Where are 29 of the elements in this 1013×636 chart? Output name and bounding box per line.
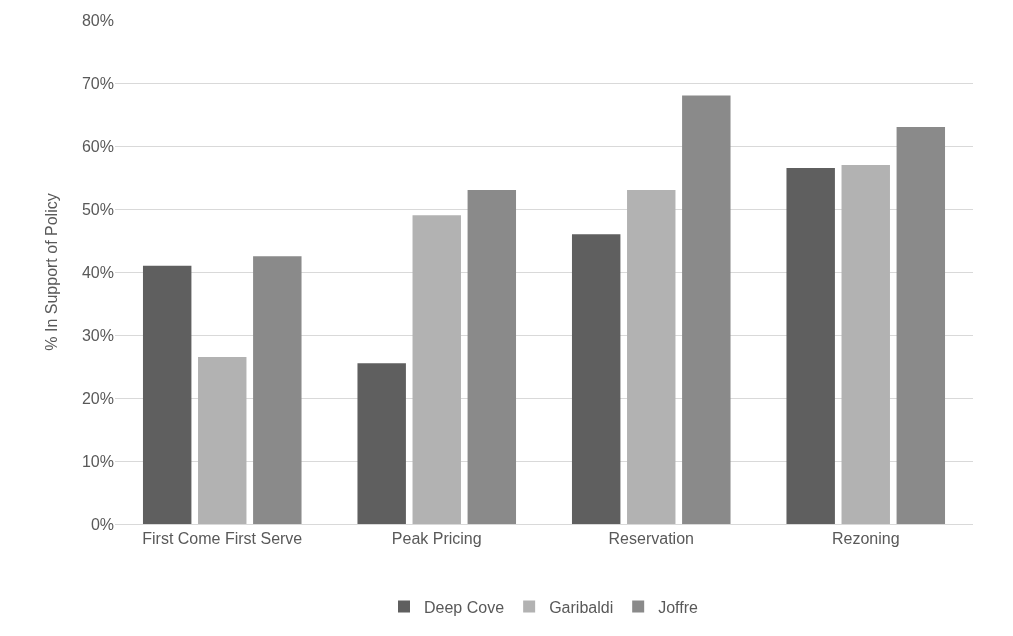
- bar: [786, 168, 835, 524]
- y-tick-label: 50%: [81, 200, 114, 218]
- y-axis-title: % In Support of Policy: [42, 193, 60, 351]
- x-tick-label: Reservation: [608, 530, 694, 548]
- y-tick-label: 80%: [81, 11, 114, 29]
- y-tick-label: 70%: [81, 74, 114, 92]
- bar: [142, 265, 192, 524]
- x-tick-label: Rezoning: [831, 530, 900, 548]
- bar: [467, 190, 517, 524]
- bar: [357, 363, 406, 524]
- bar: [198, 357, 247, 524]
- x-tick-label: Peak Pricing: [391, 530, 482, 548]
- y-tick-label: 20%: [81, 389, 114, 407]
- bar: [571, 234, 621, 524]
- legend-label: Joffre: [658, 598, 699, 616]
- y-tick-label: 0%: [90, 515, 114, 533]
- bar: [627, 190, 676, 524]
- y-tick-label: 60%: [81, 137, 114, 155]
- y-tick-label: 30%: [81, 326, 114, 344]
- bar: [253, 256, 302, 524]
- x-tick-label: First Come First Serve: [142, 530, 303, 548]
- y-tick-label: 10%: [81, 452, 114, 470]
- y-tick-label: 40%: [81, 263, 114, 281]
- bar: [412, 215, 461, 524]
- bar: [682, 95, 731, 524]
- bar: [841, 164, 890, 524]
- legend-label: Garibaldi: [549, 598, 614, 616]
- legend-label: Deep Cove: [424, 598, 505, 616]
- bar: [896, 127, 946, 524]
